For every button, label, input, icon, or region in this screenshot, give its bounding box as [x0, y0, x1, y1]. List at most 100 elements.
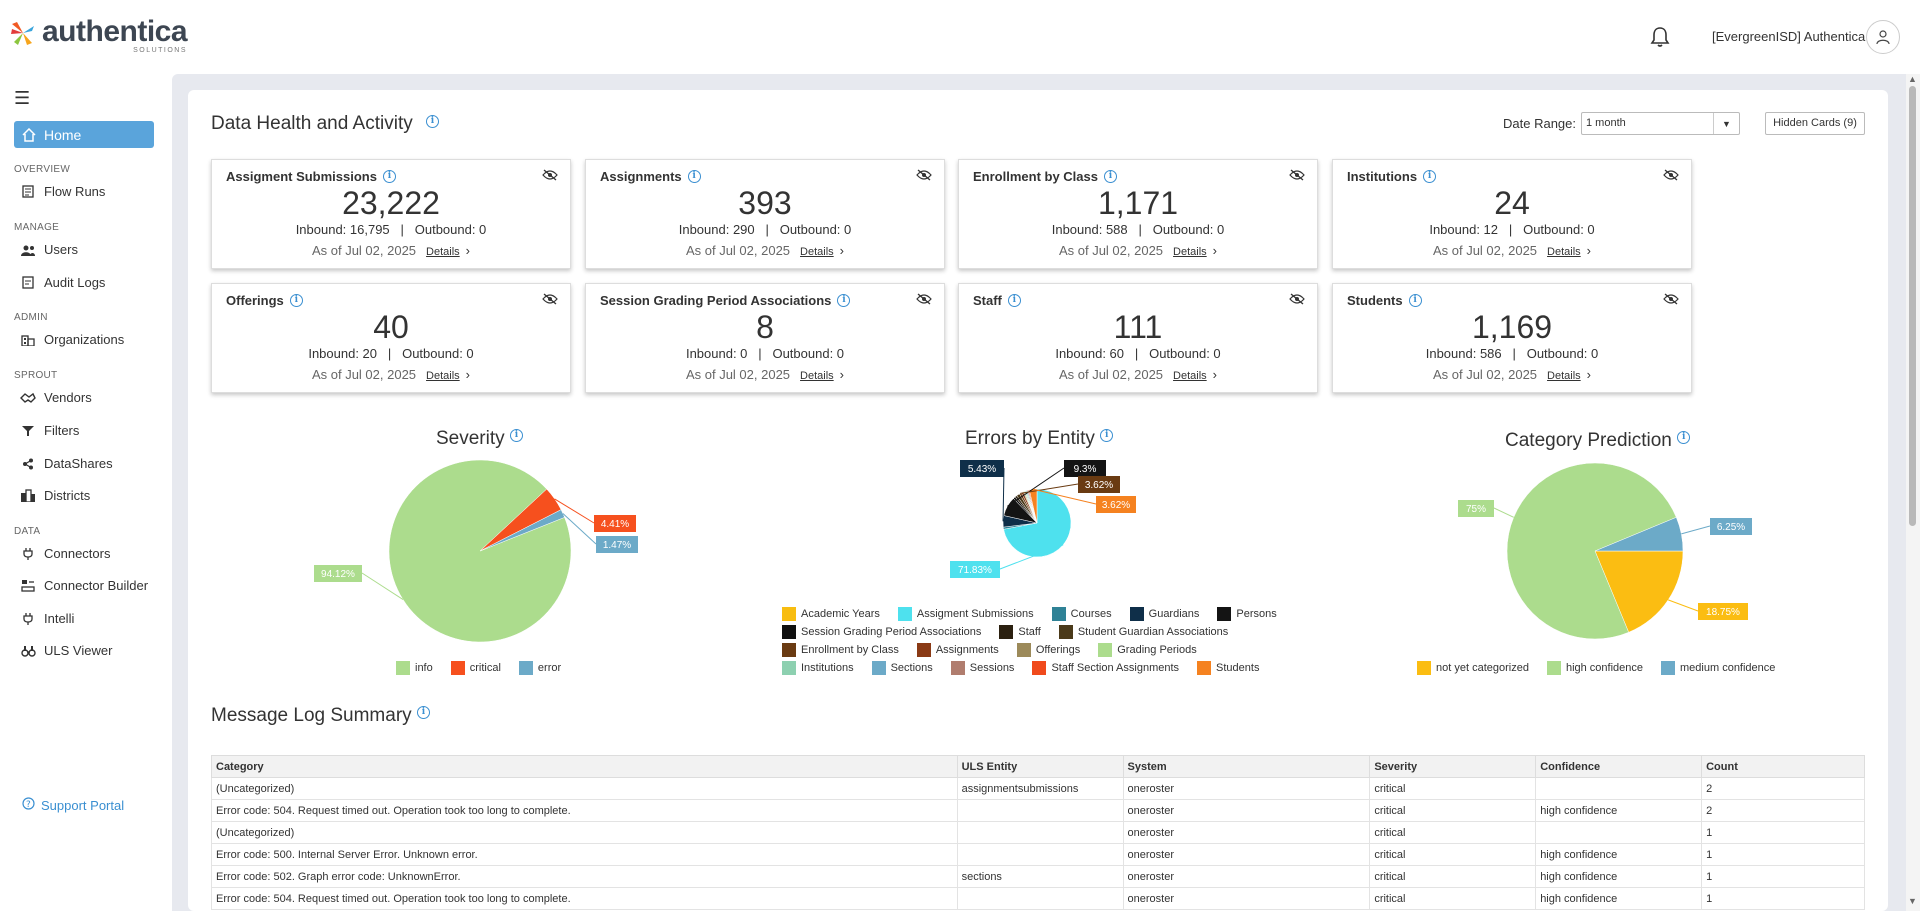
hide-card-icon[interactable] [1663, 169, 1679, 181]
legend-item[interactable]: Guardians [1129, 607, 1199, 621]
legend-item[interactable]: high confidence [1546, 661, 1643, 675]
sidebar-item-connectors[interactable]: Connectors [20, 546, 110, 561]
legend-item[interactable]: Sessions [950, 661, 1014, 675]
legend-item[interactable]: Staff Section Assignments [1032, 661, 1179, 675]
chevron-right-icon[interactable]: › [1586, 367, 1592, 382]
table-row[interactable]: Error code: 500. Internal Server Error. … [211, 843, 1865, 866]
details-link[interactable]: Details [1547, 246, 1581, 258]
legend-item[interactable]: info [396, 661, 433, 675]
table-row[interactable]: Error code: 504. Request timed out. Oper… [211, 799, 1865, 822]
sidebar-item-home[interactable]: Home [14, 121, 154, 148]
column-header[interactable]: Severity [1369, 755, 1537, 778]
legend-item[interactable]: Sections [871, 661, 933, 675]
legend-item[interactable]: Institutions [782, 661, 854, 675]
legend-item[interactable]: Assigment Submissions [897, 607, 1034, 621]
chevron-right-icon[interactable]: › [839, 367, 845, 382]
info-icon[interactable]: i [1408, 294, 1422, 307]
column-header[interactable]: Count [1701, 755, 1865, 778]
table-row[interactable]: Error code: 504. Request timed out. Oper… [211, 887, 1865, 910]
details-link[interactable]: Details [800, 246, 834, 258]
notification-bell-icon[interactable] [1648, 25, 1672, 49]
details-link[interactable]: Details [1547, 370, 1581, 382]
legend-item[interactable]: Enrollment by Class [782, 643, 899, 657]
sidebar-item-vendors[interactable]: Vendors [20, 390, 92, 405]
legend-item[interactable]: Students [1197, 661, 1259, 675]
avatar[interactable] [1866, 20, 1900, 54]
info-icon[interactable]: i [1100, 429, 1114, 442]
user-label[interactable]: [EvergreenISD] Authentica [1712, 29, 1866, 44]
details-link[interactable]: Details [1173, 370, 1207, 382]
chevron-right-icon[interactable]: › [1586, 243, 1592, 258]
info-icon[interactable]: i [1007, 294, 1021, 307]
pie-slice[interactable] [1594, 516, 1684, 552]
info-icon[interactable]: i [1677, 431, 1691, 444]
sidebar-item-organizations[interactable]: Organizations [20, 332, 124, 347]
chevron-right-icon[interactable]: › [839, 243, 845, 258]
details-link[interactable]: Details [426, 370, 460, 382]
scroll-thumb[interactable] [1909, 86, 1916, 526]
pie-slice[interactable] [1594, 550, 1684, 633]
legend-item[interactable]: medium confidence [1661, 661, 1775, 675]
details-link[interactable]: Details [1173, 246, 1207, 258]
hide-card-icon[interactable] [1289, 169, 1305, 181]
table-row[interactable]: Error code: 502. Graph error code: Unkno… [211, 865, 1865, 888]
legend-item[interactable]: not yet categorized [1417, 661, 1529, 675]
details-link[interactable]: Details [800, 370, 834, 382]
legend-item[interactable]: Session Grading Period Associations [782, 625, 981, 639]
info-icon[interactable]: i [289, 294, 303, 307]
info-icon[interactable]: i [382, 170, 396, 183]
info-icon[interactable]: i [509, 429, 523, 442]
hide-card-icon[interactable] [542, 293, 558, 305]
info-icon[interactable]: i [426, 115, 439, 128]
legend-item[interactable]: Staff [999, 625, 1041, 639]
chevron-right-icon[interactable]: › [1212, 367, 1218, 382]
info-icon[interactable]: i [1103, 170, 1117, 183]
sidebar-item-uls-viewer[interactable]: ULS Viewer [20, 643, 112, 658]
chevron-right-icon[interactable]: › [465, 243, 471, 258]
legend-item[interactable]: Persons [1217, 607, 1277, 621]
sidebar-item-intelli[interactable]: Intelli [20, 611, 74, 626]
pie-slice[interactable] [479, 509, 565, 552]
hide-card-icon[interactable] [916, 293, 932, 305]
sidebar-item-flow-runs[interactable]: Flow Runs [20, 184, 105, 199]
sidebar-item-datashares[interactable]: DataShares [20, 456, 113, 471]
scroll-up-icon[interactable]: ▲ [1908, 74, 1917, 84]
hide-card-icon[interactable] [542, 169, 558, 181]
chevron-right-icon[interactable]: › [1212, 243, 1218, 258]
hide-card-icon[interactable] [916, 169, 932, 181]
info-icon[interactable]: i [416, 706, 430, 719]
sidebar-item-connector-builder[interactable]: Connector Builder [20, 578, 148, 593]
legend-item[interactable]: Offerings [1016, 643, 1080, 657]
column-header[interactable]: Confidence [1535, 755, 1703, 778]
sidebar-item-filters[interactable]: Filters [20, 423, 79, 438]
legend-item[interactable]: Student Guardian Associations [1058, 625, 1228, 639]
hide-card-icon[interactable] [1289, 293, 1305, 305]
column-header[interactable]: Category [211, 755, 958, 778]
legend-item[interactable]: Grading Periods [1098, 643, 1197, 657]
legend-item[interactable]: Assignments [916, 643, 999, 657]
legend-item[interactable]: Courses [1051, 607, 1112, 621]
hidden-cards-button[interactable]: Hidden Cards (9) [1765, 112, 1865, 135]
table-row[interactable]: (Uncategorized) oneroster critical 1 [211, 821, 1865, 844]
sidebar-item-users[interactable]: Users [20, 242, 78, 257]
details-link[interactable]: Details [426, 246, 460, 258]
legend-item[interactable]: error [518, 661, 561, 675]
legend-item[interactable]: critical [450, 661, 501, 675]
chevron-right-icon[interactable]: › [465, 367, 471, 382]
support-portal-link[interactable]: ? Support Portal [22, 797, 124, 813]
scroll-down-icon[interactable]: ▼ [1908, 896, 1917, 906]
sidebar-item-districts[interactable]: Districts [20, 488, 90, 503]
hide-card-icon[interactable] [1663, 293, 1679, 305]
table-row[interactable]: (Uncategorized) assignmentsubmissions oner… [211, 777, 1865, 800]
info-icon[interactable]: i [1423, 170, 1437, 183]
column-header[interactable]: ULS Entity [956, 755, 1124, 778]
info-icon[interactable]: i [837, 294, 851, 307]
info-icon[interactable]: i [687, 170, 701, 183]
column-header[interactable]: System [1122, 755, 1371, 778]
vertical-scrollbar[interactable]: ▲ ▼ [1906, 74, 1920, 911]
legend-item[interactable]: Academic Years [782, 607, 880, 621]
menu-toggle-icon[interactable]: ☰ [14, 88, 31, 108]
sidebar-item-audit-logs[interactable]: Audit Logs [20, 275, 105, 290]
logo[interactable]: authentica SOLUTIONS [8, 17, 188, 54]
date-range-select[interactable]: 1 month ▼ [1581, 112, 1740, 135]
